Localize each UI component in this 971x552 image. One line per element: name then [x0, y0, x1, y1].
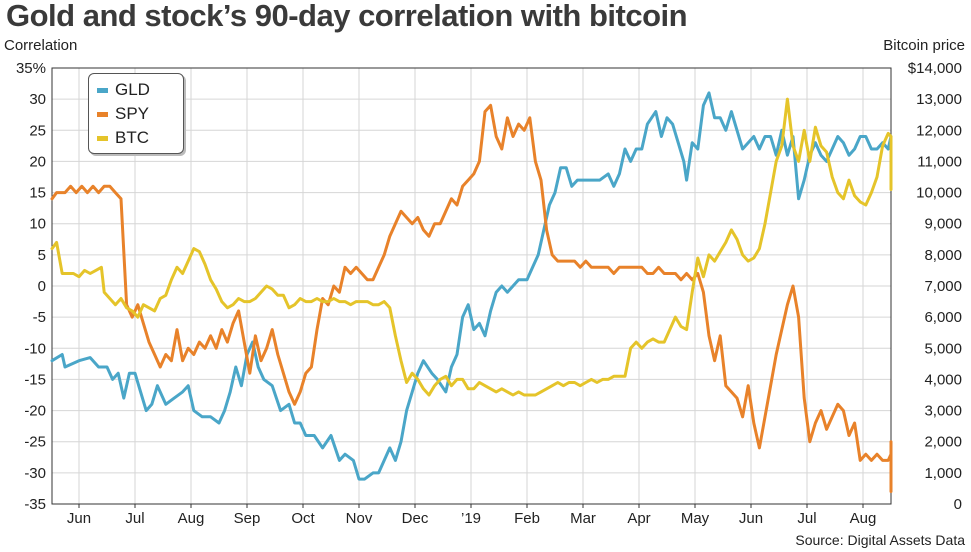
y-left-tick: -25	[24, 434, 46, 451]
legend-item-btc: BTC	[97, 126, 177, 150]
legend-swatch-gld	[97, 87, 108, 93]
series-line-spy	[50, 103, 893, 493]
legend-label-spy: SPY	[115, 104, 150, 123]
y-left-tick: -10	[24, 340, 46, 357]
ticks-layer: -35 -30 -25 -20 -15 -10 -5 0 5 10 15 20 25 30 35% 0 1,00…	[16, 60, 962, 527]
y-right-tick: 0	[954, 496, 962, 513]
y-left-tick: 30	[29, 91, 46, 108]
legend: GLD SPY BTC	[88, 73, 184, 154]
legend-item-spy: SPY	[97, 102, 177, 126]
y-left-tick: 15	[29, 185, 46, 202]
y-left-tick: 10	[29, 216, 46, 233]
x-tick-label: ’19	[461, 510, 481, 527]
y-right-tick: 5,000	[924, 340, 962, 357]
y-right-tick: 1,000	[924, 465, 962, 482]
y-right-axis-label: Bitcoin price	[883, 37, 965, 54]
y-left-tick: 20	[29, 153, 46, 170]
x-tick-label: Nov	[346, 510, 373, 527]
y-left-tick: 35%	[16, 60, 46, 77]
x-tick-label: Oct	[291, 510, 315, 527]
x-tick-label: Jul	[797, 510, 816, 527]
y-right-tick: 12,000	[916, 122, 962, 139]
y-left-tick: 25	[29, 122, 46, 139]
y-left-tick: -15	[24, 371, 46, 388]
x-tick-label: Apr	[627, 510, 650, 527]
source-note: Source: Digital Assets Data	[795, 532, 965, 548]
series-line-gld	[50, 91, 893, 481]
chart-title: Gold and stock’s 90-day correlation with…	[6, 0, 688, 33]
y-right-tick: 7,000	[924, 278, 962, 295]
series-line-btc	[50, 97, 893, 397]
y-right-tick: 9,000	[924, 216, 962, 233]
y-right-tick: 10,000	[916, 185, 962, 202]
y-right-tick: 6,000	[924, 309, 962, 326]
series-layer	[50, 91, 893, 493]
y-right-tick: 3,000	[924, 403, 962, 420]
y-left-tick: -20	[24, 403, 46, 420]
x-tick-label: Sep	[234, 510, 261, 527]
y-right-tick: 13,000	[916, 91, 962, 108]
y-right-tick: 4,000	[924, 371, 962, 388]
y-left-tick: 5	[38, 247, 46, 264]
legend-swatch-btc	[97, 135, 108, 141]
y-right-tick: 8,000	[924, 247, 962, 264]
legend-item-gld: GLD	[97, 78, 177, 102]
y-left-tick: -35	[24, 496, 46, 513]
x-tick-label: Jun	[739, 510, 763, 527]
x-tick-label: Jul	[125, 510, 144, 527]
x-tick-label: Mar	[570, 510, 596, 527]
legend-label-btc: BTC	[115, 128, 149, 147]
y-left-tick: -30	[24, 465, 46, 482]
x-tick-label: Aug	[178, 510, 205, 527]
x-tick-label: Jun	[67, 510, 91, 527]
y-right-tick: $14,000	[908, 60, 962, 77]
x-tick-label: May	[681, 510, 710, 527]
x-tick-label: Dec	[402, 510, 429, 527]
y-right-tick: 2,000	[924, 434, 962, 451]
y-right-tick: 11,000	[917, 153, 962, 170]
legend-swatch-spy	[97, 111, 108, 117]
x-tick-label: Feb	[514, 510, 540, 527]
y-left-tick: 0	[38, 278, 46, 295]
x-tick-label: Aug	[850, 510, 877, 527]
y-left-tick: -5	[33, 309, 46, 326]
y-left-axis-label: Correlation	[4, 37, 78, 54]
legend-label-gld: GLD	[115, 80, 150, 99]
